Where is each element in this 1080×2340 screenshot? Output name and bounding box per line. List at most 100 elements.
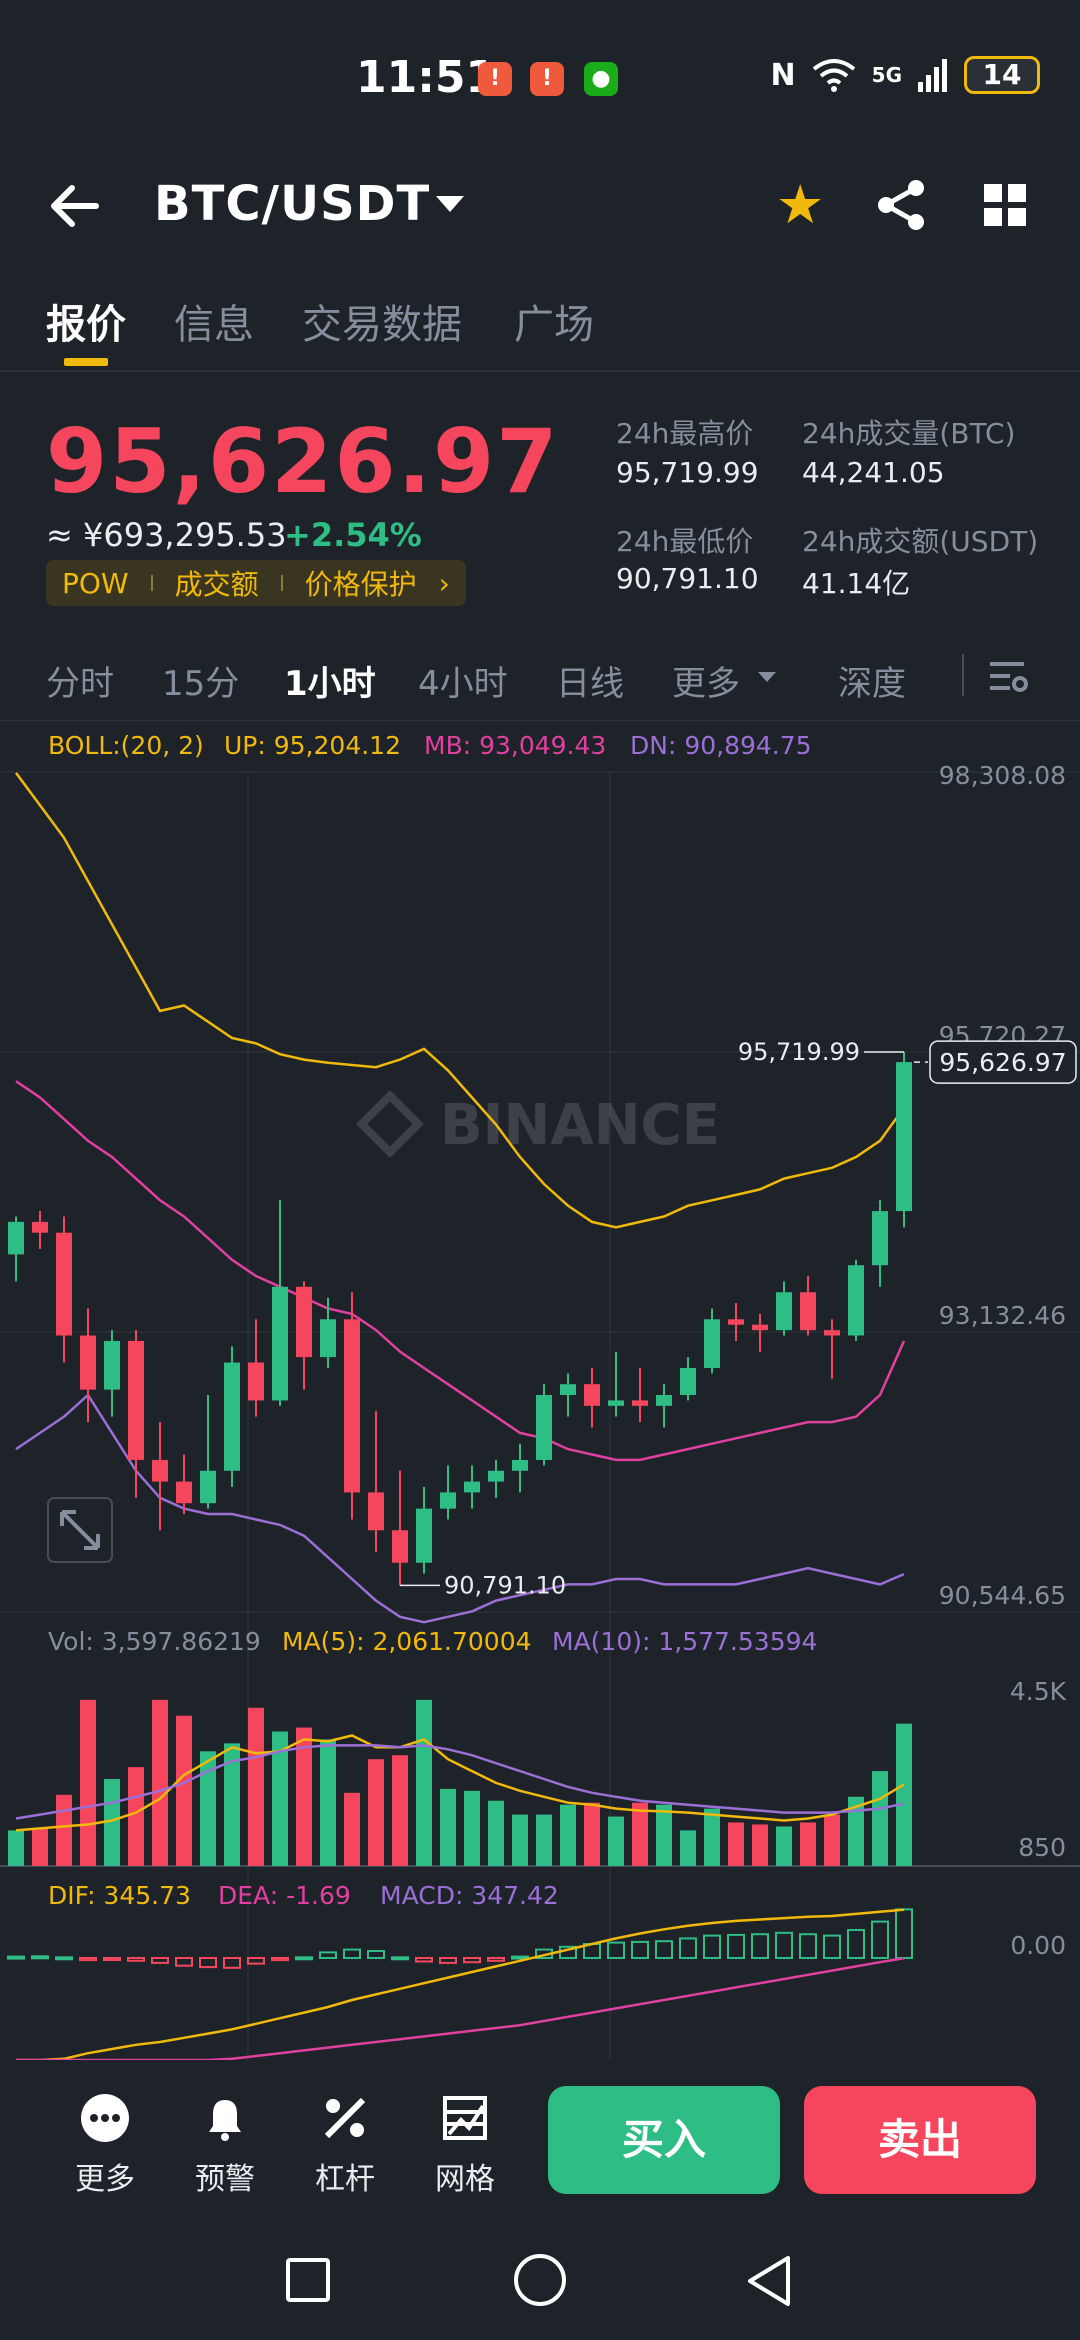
wechat-icon: ● xyxy=(584,62,618,96)
candle xyxy=(680,1357,696,1401)
tag-price-protection[interactable]: 价格保护 xyxy=(304,568,417,601)
last-price-tag xyxy=(929,1040,1077,1084)
macd-histogram-bar xyxy=(247,1957,265,1965)
pair-title[interactable]: BTC/USDT xyxy=(154,176,431,232)
grid-trading-button[interactable]: 网格 xyxy=(420,2092,510,2198)
macd-histogram-bar xyxy=(7,1955,25,1960)
candle xyxy=(848,1259,864,1341)
candle-body xyxy=(656,1395,672,1406)
tab-trading-data[interactable]: 交易数据 xyxy=(302,302,462,348)
volume-bar xyxy=(536,1814,552,1866)
volume-bar xyxy=(848,1796,864,1866)
candle-body xyxy=(584,1384,600,1406)
recent-apps-button[interactable] xyxy=(286,2258,330,2302)
volume-bar xyxy=(224,1743,240,1866)
candle-body xyxy=(224,1362,240,1471)
volume-bar xyxy=(608,1816,624,1866)
candle xyxy=(704,1308,720,1374)
share-icon[interactable] xyxy=(872,176,930,234)
candle xyxy=(128,1330,144,1498)
candlestick-chart[interactable]: BINANCE BOLL:(20, 2) UP: 95,204.12 MB: 9… xyxy=(0,720,1080,2060)
more-button[interactable]: 更多 xyxy=(60,2092,150,2198)
tf-depth[interactable]: 深度 xyxy=(838,664,906,704)
volume-bar xyxy=(752,1824,768,1866)
macd-histogram-bar xyxy=(271,1957,289,1962)
volume-bar xyxy=(248,1707,264,1866)
macd-axis-tick: 0.00 xyxy=(1010,1931,1066,1960)
macd-histogram-bar xyxy=(439,1957,457,1964)
candle-body xyxy=(680,1367,696,1396)
candle-body xyxy=(752,1324,768,1331)
vol-axis-tick: 850 xyxy=(1018,1833,1066,1862)
candle-body xyxy=(512,1459,528,1471)
candle xyxy=(200,1395,216,1509)
volume-bar xyxy=(344,1792,360,1866)
tf-4h[interactable]: 4小时 xyxy=(418,664,508,704)
candle xyxy=(272,1200,288,1406)
tf-1h[interactable]: 1小时 xyxy=(284,664,376,704)
macd-histogram-bar xyxy=(751,1933,769,1959)
expand-icon[interactable] xyxy=(47,1497,113,1563)
tf-more[interactable]: 更多 xyxy=(672,664,740,704)
candle-body xyxy=(416,1508,432,1563)
stat-high-value: 95,719.99 xyxy=(616,456,759,489)
tag-bar[interactable]: POW 成交额 价格保护 › xyxy=(46,560,466,606)
grid-trading-icon xyxy=(443,2096,487,2140)
stat-low-value: 90,791.10 xyxy=(616,562,759,595)
volume-bar xyxy=(416,1699,432,1866)
stat-vol-btc-label: 24h成交量(BTC) xyxy=(802,417,1016,450)
candle xyxy=(248,1319,264,1417)
buy-button[interactable]: 买入 xyxy=(548,2086,780,2194)
candle-body xyxy=(896,1062,912,1212)
wifi-icon xyxy=(812,59,855,92)
tag-pow[interactable]: POW xyxy=(62,566,129,600)
candle xyxy=(656,1384,672,1428)
candle-body xyxy=(560,1384,576,1396)
candle-body xyxy=(608,1400,624,1406)
sell-button[interactable]: 卖出 xyxy=(804,2086,1036,2194)
macd-histogram-bar xyxy=(31,1955,49,1960)
binance-watermark: BINANCE xyxy=(356,1090,720,1158)
chevron-down-icon[interactable] xyxy=(436,196,464,212)
chevron-right-icon[interactable]: › xyxy=(438,566,450,600)
tab-info[interactable]: 信息 xyxy=(174,302,254,348)
stat-low-label: 24h最低价 xyxy=(616,525,754,558)
candle xyxy=(728,1303,744,1341)
candle xyxy=(176,1454,192,1515)
macd-histogram-bar xyxy=(103,1957,121,1961)
candle-body xyxy=(728,1319,744,1325)
volume-ma5-line xyxy=(15,1734,905,1832)
chevron-down-icon[interactable] xyxy=(758,672,776,682)
candle-body xyxy=(200,1470,216,1504)
candle-body xyxy=(488,1470,504,1482)
volume-bar xyxy=(320,1739,336,1866)
macd-histogram-bar xyxy=(79,1957,97,1962)
macd-histogram-bar xyxy=(655,1940,673,1959)
tf-line[interactable]: 分时 xyxy=(46,664,114,704)
candle-body xyxy=(152,1459,168,1482)
tag-turnover[interactable]: 成交额 xyxy=(174,568,259,601)
status-indicators: N 5G 14 xyxy=(771,56,1040,94)
vol-ma10-label: MA(10): 1,577.53594 xyxy=(552,1627,817,1656)
more-icon xyxy=(81,2094,129,2142)
tf-15m[interactable]: 15分 xyxy=(162,664,240,704)
candle-body xyxy=(848,1265,864,1336)
tab-square[interactable]: 广场 xyxy=(514,302,594,348)
leverage-button[interactable]: 杠杆 xyxy=(300,2092,390,2198)
macd-histogram-bar xyxy=(823,1934,841,1959)
volume-bar xyxy=(872,1771,888,1866)
candle xyxy=(464,1465,480,1509)
home-button[interactable] xyxy=(514,2254,566,2306)
tf-1d[interactable]: 日线 xyxy=(556,664,624,704)
grid-icon[interactable] xyxy=(984,184,1026,226)
macd-histogram-bar xyxy=(55,1956,73,1961)
star-icon[interactable]: ★ xyxy=(776,173,825,236)
macd-histogram-bar xyxy=(391,1956,409,1961)
signal-icon xyxy=(918,59,947,92)
back-triangle-icon[interactable] xyxy=(744,2254,794,2308)
macd-histogram-bar xyxy=(511,1955,529,1960)
alert-button[interactable]: 预警 xyxy=(180,2092,270,2198)
chart-settings-icon[interactable] xyxy=(988,656,1028,696)
back-arrow-icon[interactable] xyxy=(44,176,104,236)
tab-quote[interactable]: 报价 xyxy=(46,302,126,348)
